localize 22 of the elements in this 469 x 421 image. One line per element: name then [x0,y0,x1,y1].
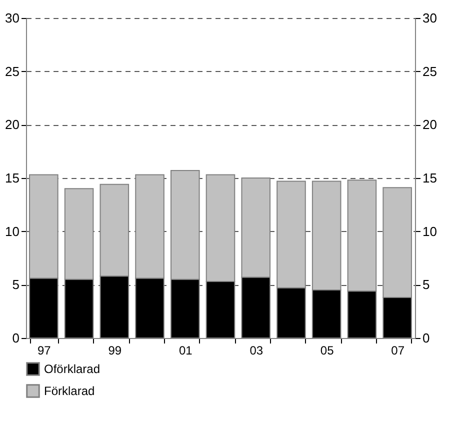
y-tick-label: 0 [12,330,20,346]
y-tick-label: 5 [12,277,20,292]
y-tick-label: 10 [5,224,20,239]
y-tick-label: 15 [5,170,20,186]
x-tick-label: 03 [250,344,264,358]
y2-tick-label: 30 [422,10,437,26]
y-tick-label: 30 [5,10,20,26]
x-tick-label: 07 [391,344,405,358]
legend-label: Oförklarad [44,362,100,376]
y-tick-label: 25 [5,64,20,79]
y2-tick-label: 20 [422,117,437,132]
y2-tick-label: 10 [422,224,437,239]
legend-label: Förklarad [44,384,95,398]
x-tick-label: 01 [178,344,193,358]
x-tick-label: 99 [108,344,122,358]
x-tick-label: 05 [320,344,334,358]
y2-tick-label: 5 [422,277,430,292]
y-tick-label: 20 [5,117,20,132]
y2-tick-label: 25 [422,64,437,79]
y2-tick-label: 15 [422,170,437,186]
y2-tick-label: 0 [422,330,430,346]
x-tick-label: 97 [38,344,52,358]
